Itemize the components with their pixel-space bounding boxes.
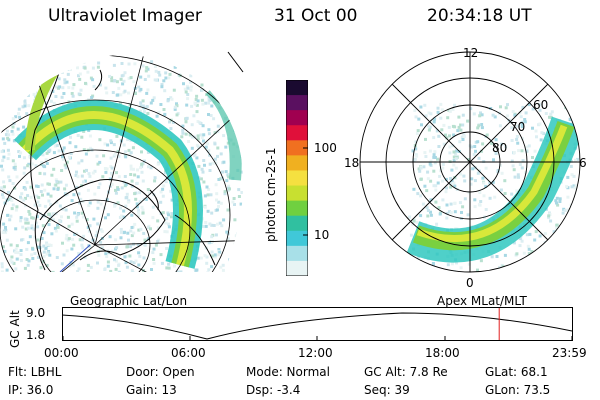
mlat-label-60: 60 <box>533 98 549 112</box>
timeline-tick-1800: 18:00 <box>425 346 460 360</box>
filter-info: Flt: LBHL <box>8 365 62 379</box>
timeline-tick-2359: 23:59 <box>552 346 587 360</box>
colorbar-tick-100: 100 <box>314 141 337 155</box>
timeline-ymin: 1.8 <box>26 328 46 342</box>
apex-caption: Apex MLat/MLT <box>437 294 527 308</box>
colorbar-tick-10: 10 <box>314 228 330 242</box>
colorbar <box>286 80 308 276</box>
timeline-tick-1200: 12:00 <box>298 346 333 360</box>
mlt-label-18: 18 <box>344 156 360 170</box>
polar-image <box>359 51 581 273</box>
gain-info: Gain: 13 <box>126 383 177 397</box>
mlat-label-70: 70 <box>510 120 526 134</box>
timeline-ylabel: GC Alt <box>8 310 22 348</box>
mlt-label-0: 0 <box>466 276 474 290</box>
dsp-info: Dsp: -3.4 <box>246 383 301 397</box>
mlt-label-12: 12 <box>463 46 479 60</box>
instrument-title: Ultraviolet Imager <box>48 6 202 26</box>
timeline-tick-0000: 00:00 <box>44 346 79 360</box>
door-info: Door: Open <box>126 365 195 379</box>
colorbar-label: photon cm-2s-1 <box>264 147 278 243</box>
seq-info: Seq: 39 <box>364 383 410 397</box>
geo-caption: Geographic Lat/Lon <box>70 294 188 308</box>
glon-info: GLon: 73.5 <box>485 383 551 397</box>
timeline-tick-0600: 06:00 <box>171 346 206 360</box>
time-label: 20:34:18 UT <box>427 6 532 26</box>
mlt-label-6: 6 <box>579 156 587 170</box>
glat-info: GLat: 68.1 <box>485 365 548 379</box>
mlat-label-80: 80 <box>492 141 508 155</box>
date-label: 31 Oct 00 <box>274 6 358 26</box>
mode-info: Mode: Normal <box>246 365 330 379</box>
geographic-image <box>0 51 244 272</box>
gcalt-info: GC Alt: 7.8 Re <box>364 365 448 379</box>
timeline-ymax: 9.0 <box>26 306 46 320</box>
ip-info: IP: 36.0 <box>8 383 54 397</box>
altitude-timeline <box>62 307 573 341</box>
